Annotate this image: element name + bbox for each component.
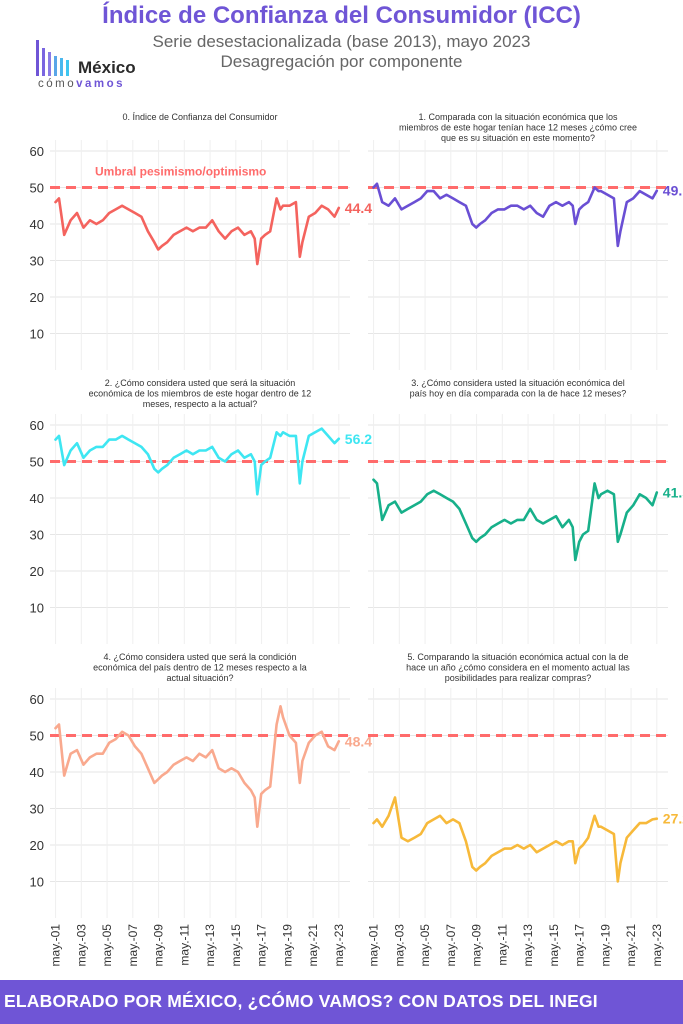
- x-tick-label: may.-11: [495, 924, 509, 966]
- logo: México cómovamos: [34, 38, 154, 94]
- y-tick-label: 10: [30, 600, 44, 615]
- x-tick-label: may.-07: [126, 924, 140, 967]
- x-tick-label: may.-07: [444, 924, 458, 967]
- y-tick-label: 50: [30, 180, 44, 195]
- x-tick-label: may.-15: [229, 924, 243, 967]
- y-tick-label: 60: [30, 144, 44, 159]
- panel-title-line: posibilidades para realizar compras?: [445, 673, 592, 683]
- x-tick-label: may.-01: [367, 924, 381, 967]
- panel-title-line: hace un año ¿cómo considera en el moment…: [406, 663, 630, 673]
- panel-title-line: 2. ¿Cómo considera usted que será la sit…: [105, 378, 296, 388]
- y-tick-label: 10: [30, 326, 44, 341]
- series-line: [372, 796, 659, 883]
- x-tick-label: may.-19: [598, 924, 612, 967]
- x-tick-label: may.-01: [49, 924, 63, 967]
- panel-title-line: 5. Comparando la situación económica act…: [407, 652, 628, 662]
- logo-tagline-b: vamos: [76, 78, 126, 90]
- y-tick-label: 20: [30, 564, 44, 579]
- series-line: [54, 197, 341, 266]
- panel-title-line: 3. ¿Cómo considera usted la situación ec…: [411, 378, 625, 388]
- footer: ELABORADO POR MÉXICO, ¿CÓMO VAMOS? CON D…: [0, 980, 683, 1024]
- last-value-label: 56.2: [345, 431, 372, 447]
- x-tick-label: may.-09: [470, 924, 484, 967]
- y-tick-label: 40: [30, 491, 44, 506]
- y-tick-label: 20: [30, 838, 44, 853]
- x-tick-label: may.-17: [255, 924, 269, 967]
- x-tick-label: may.-17: [573, 924, 587, 967]
- chart-grid: 0. Índice de Confianza del Consumidor 10 2…: [30, 112, 683, 967]
- y-tick-label: 30: [30, 527, 44, 542]
- x-tick-label: may.-21: [624, 924, 638, 967]
- panel-title-line: 0. Índice de Confianza del Consumidor: [122, 112, 277, 122]
- panel-title-line: 4. ¿Cómo considera usted que será la con…: [103, 652, 296, 662]
- x-tick-label: may.-23: [650, 924, 664, 967]
- panel-title-line: económica del país dentro de 12 meses re…: [93, 663, 307, 673]
- y-tick-label: 30: [30, 253, 44, 268]
- last-value-label: 48.4: [345, 733, 372, 749]
- logo-bars-icon: [36, 40, 69, 76]
- panel-title-line: 1. Comparada con la situación económica …: [418, 112, 618, 122]
- panel-title-line: miembros de este hogar tenían hace 12 me…: [399, 123, 637, 133]
- series-line: [54, 427, 341, 496]
- series-line: [372, 182, 659, 248]
- y-tick-label: 20: [30, 290, 44, 305]
- y-tick-label: 50: [30, 728, 44, 743]
- series-line: [372, 478, 659, 562]
- logo-tagline-a: cómo: [38, 78, 77, 90]
- x-tick-label: may.-15: [547, 924, 561, 967]
- x-tick-label: may.-13: [203, 924, 217, 967]
- series-line: [54, 704, 341, 829]
- last-value-label: 44.4: [345, 200, 372, 216]
- x-tick-label: may.-21: [306, 924, 320, 967]
- x-tick-label: may.-09: [152, 924, 166, 967]
- y-tick-label: 60: [30, 418, 44, 433]
- panel-title-line: actual situación?: [166, 673, 233, 683]
- x-tick-label: may.-03: [392, 924, 406, 967]
- y-tick-label: 50: [30, 454, 44, 469]
- footer-text: ELABORADO POR MÉXICO, ¿CÓMO VAMOS? CON D…: [4, 991, 598, 1011]
- panel-title-line: económica de los miembros de este hogar …: [89, 389, 312, 399]
- panel-title-line: meses, respecto a la actual?: [143, 399, 258, 409]
- x-tick-label: may.-23: [332, 924, 346, 967]
- x-tick-label: may.-13: [521, 924, 535, 967]
- x-tick-label: may.-11: [177, 924, 191, 966]
- x-tick-label: may.-03: [74, 924, 88, 967]
- page-subtitle-2: Desagregación por componente: [220, 52, 463, 71]
- y-tick-label: 60: [30, 692, 44, 707]
- x-tick-label: may.-05: [100, 924, 114, 967]
- last-value-label: 27.2: [663, 811, 683, 827]
- x-tick-label: may.-05: [418, 924, 432, 967]
- threshold-label: Umbral pesimismo/optimismo: [95, 164, 266, 178]
- page-title: Índice de Confianza del Consumidor (ICC): [102, 2, 581, 29]
- y-tick-label: 40: [30, 765, 44, 780]
- y-tick-label: 40: [30, 217, 44, 232]
- x-tick-label: may.-19: [280, 924, 294, 967]
- panel-title-line: que es su situación en este momento?: [441, 133, 595, 143]
- page-subtitle: Serie desestacionalizada (base 2013), ma…: [152, 32, 531, 51]
- logo-wordmark: México: [78, 58, 136, 77]
- last-value-label: 41.5: [663, 484, 683, 500]
- logo-tagline: cómovamos: [38, 78, 125, 90]
- y-tick-label: 30: [30, 801, 44, 816]
- panel-title-line: país hoy en día comparada con la de hace…: [410, 389, 627, 399]
- last-value-label: 49.1: [663, 183, 683, 199]
- y-tick-label: 10: [30, 874, 44, 889]
